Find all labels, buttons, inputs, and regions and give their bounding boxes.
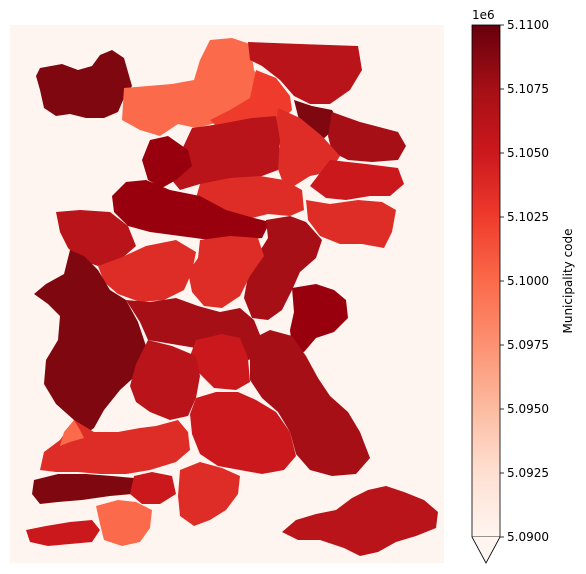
municipalities — [26, 38, 438, 556]
colorbar-tick-label: 5.1000 — [507, 274, 549, 288]
colorbar-tick-label: 5.1050 — [507, 146, 549, 160]
colorbar-extend-min — [471, 536, 501, 564]
municipality-region — [290, 284, 348, 352]
colorbar-tick-label: 5.1025 — [507, 210, 549, 224]
municipality-region — [190, 334, 250, 390]
colorbar-tick-label: 5.0975 — [507, 338, 549, 352]
colorbar-label: Municipality code — [561, 228, 575, 333]
municipality-region — [190, 392, 296, 474]
colorbar-tick-label: 5.0925 — [507, 466, 549, 480]
municipality-region — [282, 486, 438, 556]
municipality-region — [170, 116, 280, 190]
municipality-region — [250, 330, 370, 476]
municipality-region — [310, 160, 404, 200]
municipality-region — [130, 340, 200, 420]
municipality-region — [210, 70, 292, 128]
colorbar-tick-label: 5.0950 — [507, 402, 549, 416]
municipality-region — [60, 420, 84, 446]
colorbar-tick-label: 5.0900 — [507, 530, 549, 544]
municipality-region — [56, 210, 136, 266]
municipality-region — [130, 472, 176, 504]
colorbar: 5.0900 5.0925 5.0950 5.0975 5.1000 5.1025 5.10… — [471, 8, 575, 564]
colorbar-ticks: 5.0900 5.0925 5.0950 5.0975 5.1000 5.1025 5.10… — [500, 18, 549, 544]
municipality-region — [96, 500, 152, 546]
municipality-region — [98, 240, 196, 302]
municipality-region — [34, 250, 146, 438]
colorbar-tick-label: 5.1075 — [507, 82, 549, 96]
municipality-region — [142, 136, 192, 188]
municipality-region — [244, 216, 322, 320]
municipality-region — [32, 474, 134, 504]
colorbar-tick-label: 5.1100 — [507, 18, 549, 32]
municipality-region — [276, 108, 340, 186]
municipality-region — [36, 50, 132, 118]
municipality-region — [178, 462, 240, 526]
colorbar-gradient — [472, 25, 500, 537]
municipality-region — [112, 180, 270, 240]
municipality-region — [328, 112, 406, 162]
colorbar-offset-text: 1e6 — [472, 8, 495, 22]
municipality-region — [248, 42, 362, 104]
municipality-region — [26, 520, 100, 546]
municipality-region — [306, 200, 396, 248]
municipality-region — [188, 236, 264, 308]
